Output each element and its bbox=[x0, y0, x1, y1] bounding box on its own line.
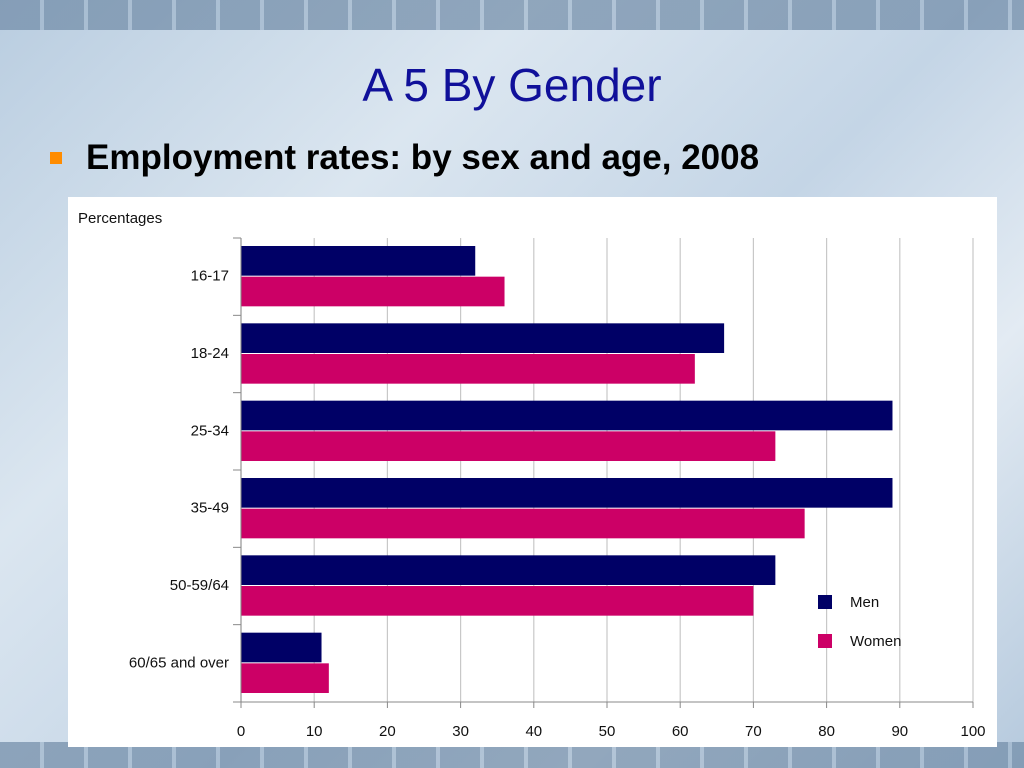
x-tick-label: 10 bbox=[306, 723, 323, 740]
bullet-text: Employment rates: by sex and age, 2008 bbox=[86, 138, 760, 177]
bar bbox=[241, 508, 805, 539]
bar bbox=[241, 323, 725, 353]
y-tick-label: 35-49 bbox=[191, 500, 229, 517]
bar bbox=[241, 632, 322, 663]
slide-title: A 5 By Gender bbox=[362, 59, 662, 111]
y-tick-label: 50-59/64 bbox=[170, 577, 229, 594]
bar bbox=[241, 354, 695, 384]
bullet-marker bbox=[50, 152, 62, 164]
legend-label: Women bbox=[850, 633, 901, 650]
x-tick-label: 40 bbox=[525, 723, 542, 740]
legend-label: Men bbox=[850, 594, 879, 611]
bar bbox=[241, 431, 776, 461]
bar bbox=[241, 586, 754, 616]
x-tick-label: 30 bbox=[452, 723, 469, 740]
bar bbox=[241, 555, 776, 585]
y-tick-label: 25-34 bbox=[191, 422, 229, 439]
bar bbox=[241, 246, 476, 276]
bar bbox=[241, 663, 329, 693]
chart: Percentages 0 10 20 30 40 50 60 70 80 90 100 16-17 1… bbox=[68, 197, 997, 747]
chart-background bbox=[68, 197, 997, 747]
y-tick-label: 18-24 bbox=[191, 345, 229, 362]
x-tick-label: 100 bbox=[960, 723, 985, 740]
x-tick-label: 70 bbox=[745, 723, 762, 740]
x-tick-label: 60 bbox=[672, 723, 689, 740]
x-tick-label: 20 bbox=[379, 723, 396, 740]
y-tick-label: 60/65 and over bbox=[129, 654, 229, 671]
x-tick-label: 80 bbox=[818, 723, 835, 740]
bar bbox=[241, 276, 505, 307]
x-tick-label: 90 bbox=[891, 723, 908, 740]
x-tick-label: 50 bbox=[599, 723, 616, 740]
decor-strip bbox=[0, 0, 1024, 30]
x-tick-label: 0 bbox=[237, 723, 245, 740]
legend-swatch bbox=[818, 595, 832, 609]
y-tick-label: 16-17 bbox=[191, 268, 229, 285]
bar bbox=[241, 478, 893, 508]
legend-swatch bbox=[818, 634, 832, 648]
axis-label: Percentages bbox=[78, 210, 162, 227]
bar bbox=[241, 400, 893, 431]
